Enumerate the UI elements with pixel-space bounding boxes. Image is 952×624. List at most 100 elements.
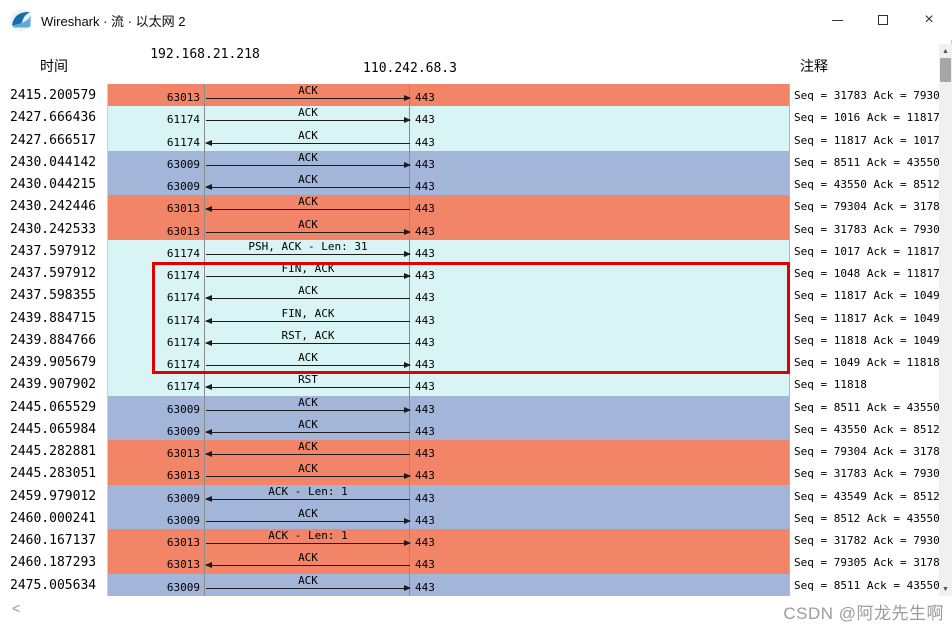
flow-row[interactable]: 2475.005634 63009 ACK 443 Seq = 8511 Ack… xyxy=(0,573,939,596)
packet-time: 2439.907902 xyxy=(10,377,97,393)
flow-row[interactable]: 2439.884766 61174 RST, ACK 443 Seq = 118… xyxy=(0,328,939,351)
source-port-label: 63009 xyxy=(166,580,200,594)
tcp-flags-label: ACK xyxy=(298,462,318,476)
dest-port-label: 443 xyxy=(415,313,435,327)
comment-column-header: 注释 xyxy=(800,58,828,74)
tcp-flags-label: RST xyxy=(298,373,318,387)
tcp-flags-label: ACK xyxy=(298,573,318,587)
flow-row[interactable]: 2430.242446 63013 ACK 443 Seq = 79304 Ac… xyxy=(0,195,939,218)
source-port-label: 63009 xyxy=(166,424,200,438)
flow-row[interactable]: 2445.065529 63009 ACK 443 Seq = 8511 Ack… xyxy=(0,395,939,418)
row-background xyxy=(108,173,789,196)
minimize-button[interactable] xyxy=(814,0,860,40)
dest-port-label: 443 xyxy=(415,202,435,216)
flow-row[interactable]: 2460.000241 63009 ACK 443 Seq = 8512 Ack… xyxy=(0,506,939,529)
source-port-label: 63009 xyxy=(166,157,200,171)
row-background xyxy=(108,217,789,240)
row-background xyxy=(108,84,789,107)
flow-row[interactable]: 2460.167137 63013 ACK - Len: 1 443 Seq =… xyxy=(0,529,939,552)
packet-arrow: ACK - Len: 1 xyxy=(205,485,411,507)
packet-comment: Seq = 8511 Ack = 43550 xyxy=(794,400,939,414)
row-background xyxy=(108,417,789,440)
packet-arrow: ACK xyxy=(205,84,411,106)
packet-comment: Seq = 11817 Ack = 1017 xyxy=(794,133,939,147)
packet-arrow: ACK xyxy=(205,418,411,440)
packet-time: 2437.598355 xyxy=(10,288,97,304)
tcp-flags-label: ACK xyxy=(298,284,318,298)
row-background xyxy=(108,462,789,485)
arrow-head-icon xyxy=(205,139,212,146)
close-button[interactable]: × xyxy=(906,0,952,40)
node-address-left: 192.168.21.218 xyxy=(150,47,260,62)
dest-port-label: 443 xyxy=(415,447,435,460)
arrow-line xyxy=(206,498,410,500)
flow-row[interactable]: 2445.283051 63013 ACK 443 Seq = 31783 Ac… xyxy=(0,462,939,485)
flow-row[interactable]: 2439.884715 61174 FIN, ACK 443 Seq = 118… xyxy=(0,306,939,329)
window-controls: × xyxy=(814,0,952,40)
packet-comment: Seq = 11818 xyxy=(794,378,867,392)
packet-time: 2445.283051 xyxy=(10,466,97,482)
dest-port-label: 443 xyxy=(415,580,435,594)
flow-row[interactable]: 2437.598355 61174 ACK 443 Seq = 11817 Ac… xyxy=(0,284,939,307)
scroll-left-button[interactable]: < xyxy=(12,600,20,616)
flow-row[interactable]: 2437.597912 61174 FIN, ACK 443 Seq = 104… xyxy=(0,262,939,285)
maximize-button[interactable] xyxy=(860,0,906,40)
tcp-flags-label: ACK xyxy=(298,173,318,186)
arrow-line xyxy=(206,476,410,478)
arrow-head-icon xyxy=(205,206,212,213)
packet-arrow: ACK xyxy=(205,173,411,195)
packet-arrow: ACK xyxy=(205,284,411,306)
packet-time: 2460.000241 xyxy=(10,510,97,526)
scroll-down-button[interactable]: ▼ xyxy=(939,582,952,596)
packet-comment: Seq = 8511 Ack = 43550 xyxy=(794,155,939,169)
packet-time: 2415.200579 xyxy=(10,88,97,103)
packet-comment: Seq = 11817 Ack = 1049 xyxy=(794,311,939,325)
packet-comment: Seq = 31782 Ack = 79305 xyxy=(794,534,939,547)
flow-row[interactable]: 2430.044142 63009 ACK 443 Seq = 8511 Ack… xyxy=(0,150,939,173)
flow-row[interactable]: 2439.905679 61174 ACK 443 Seq = 1049 Ack… xyxy=(0,351,939,374)
source-port-label: 63013 xyxy=(166,447,200,460)
flow-row[interactable]: 2460.187293 63013 ACK 443 Seq = 79305 Ac… xyxy=(0,551,939,574)
row-background xyxy=(108,395,789,418)
row-background xyxy=(108,195,789,218)
packet-time: 2439.884766 xyxy=(10,332,97,348)
packet-time: 2430.242446 xyxy=(10,199,97,215)
packet-time: 2439.905679 xyxy=(10,355,97,370)
source-port-label: 63013 xyxy=(166,558,200,572)
packet-comment: Seq = 1016 Ack = 11817 xyxy=(794,111,939,125)
tcp-flags-label: ACK xyxy=(298,84,318,97)
flow-row[interactable]: 2415.200579 63013 ACK 443 Seq = 31783 Ac… xyxy=(0,84,939,107)
packet-time: 2437.597912 xyxy=(10,243,97,259)
flow-row[interactable]: 2430.242533 63013 ACK 443 Seq = 31783 Ac… xyxy=(0,217,939,240)
source-port-label: 63009 xyxy=(166,491,200,505)
tcp-flags-label: ACK xyxy=(298,551,318,565)
scrollbar-thumb[interactable] xyxy=(940,58,951,82)
flow-graph: 2415.200579 63013 ACK 443 Seq = 31783 Ac… xyxy=(0,84,939,596)
arrow-line xyxy=(206,454,410,455)
flow-row[interactable]: 2445.282881 63013 ACK 443 Seq = 79304 Ac… xyxy=(0,440,939,463)
packet-arrow: RST xyxy=(205,373,411,395)
tcp-flags-label: PSH, ACK - Len: 31 xyxy=(248,239,368,253)
flow-row[interactable]: 2459.979012 63009 ACK - Len: 1 443 Seq =… xyxy=(0,484,939,507)
packet-comment: Seq = 8511 Ack = 43550 xyxy=(794,578,939,592)
packet-time: 2437.597912 xyxy=(10,266,97,281)
tcp-flags-label: FIN, ACK xyxy=(281,262,335,275)
flow-row[interactable]: 2439.907902 61174 RST 443 Seq = 11818 xyxy=(0,373,939,396)
arrow-line xyxy=(206,342,410,344)
scroll-up-button[interactable]: ▲ xyxy=(939,44,952,58)
close-icon: × xyxy=(924,11,934,28)
flow-row[interactable]: 2437.597912 61174 PSH, ACK - Len: 31 443… xyxy=(0,239,939,262)
vertical-scrollbar[interactable]: ▲ ▼ xyxy=(939,44,952,596)
arrow-line xyxy=(206,209,410,211)
arrow-head-icon xyxy=(404,273,411,279)
flow-row[interactable]: 2427.666517 61174 ACK 443 Seq = 11817 Ac… xyxy=(0,128,939,151)
arrow-head-icon xyxy=(404,517,411,524)
packet-arrow: ACK xyxy=(205,151,411,173)
flow-row[interactable]: 2427.666436 61174 ACK 443 Seq = 1016 Ack… xyxy=(0,106,939,129)
flow-row[interactable]: 2445.065984 63009 ACK 443 Seq = 43550 Ac… xyxy=(0,417,939,440)
packet-arrow: ACK xyxy=(205,218,411,240)
source-port-label: 61174 xyxy=(166,358,200,371)
dest-port-label: 443 xyxy=(415,402,435,416)
flow-row[interactable]: 2430.044215 63009 ACK 443 Seq = 43550 Ac… xyxy=(0,173,939,196)
tcp-flags-label: ACK xyxy=(298,128,318,142)
